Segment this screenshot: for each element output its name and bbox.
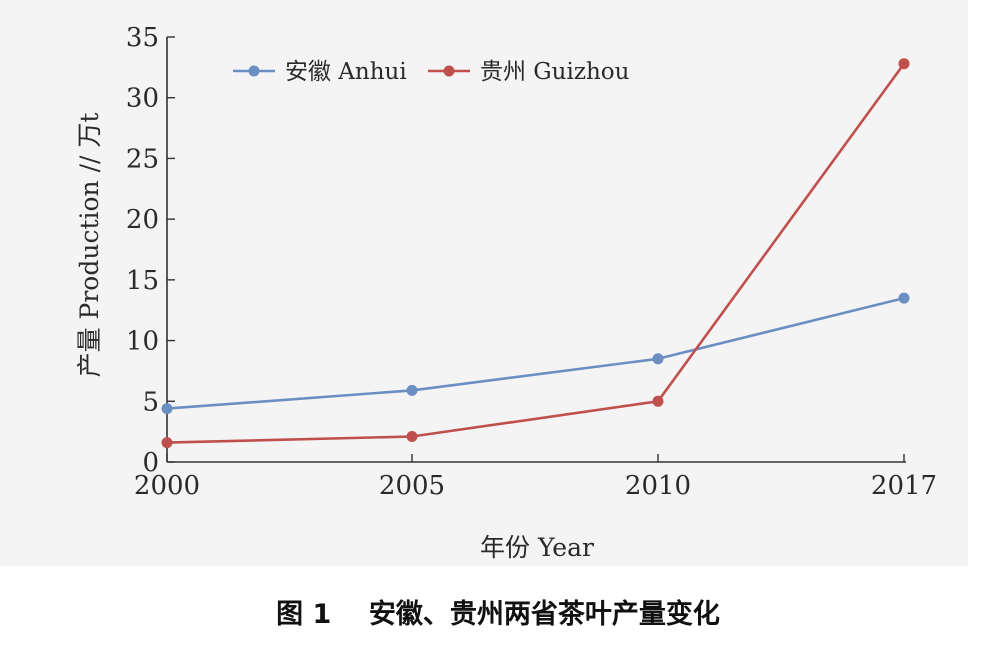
legend-label-guizhou: 贵州 Guizhou: [480, 59, 629, 85]
plot-panel: [0, 0, 968, 566]
x-tick-label: 2017: [871, 471, 937, 501]
y-tick-label: 30: [126, 84, 159, 114]
y-tick-label: 5: [142, 387, 159, 417]
series-anhui: [161, 292, 910, 415]
data-point-guizhou: [161, 437, 173, 449]
y-tick-label: 10: [126, 327, 159, 357]
legend-marker-guizhou: [443, 65, 455, 77]
legend-marker-anhui: [248, 65, 260, 77]
y-tick-label: 35: [126, 23, 159, 53]
line-chart: 0 5 10 15 20 25 30 35 2000 2005 2010 2017 安徽 Anhui 贵…: [75, 23, 937, 562]
data-point-guizhou: [406, 431, 418, 442]
data-point-guizhou: [898, 58, 910, 70]
data-point-anhui: [652, 353, 664, 365]
x-tick-label: 2010: [625, 471, 691, 501]
ticks: 0 5 10 15 20 25 30 35 2000 2005 2010 2017: [126, 23, 937, 501]
series-line-guizhou: [166, 62, 906, 444]
legend-item-anhui: 安徽 Anhui: [233, 59, 407, 85]
y-axis-title: 产量 Production // 万t: [75, 113, 104, 378]
legend: 安徽 Anhui 贵州 Guizhou: [233, 59, 629, 85]
x-tick-label: 2005: [379, 471, 445, 501]
x-tick-label: 2000: [134, 471, 200, 501]
data-point-anhui: [898, 292, 910, 304]
figure-caption: 图 1 安徽、贵州两省茶叶产量变化: [276, 599, 720, 630]
legend-item-guizhou: 贵州 Guizhou: [428, 59, 629, 85]
y-tick-label: 20: [126, 205, 159, 235]
y-tick-label: 25: [126, 144, 159, 174]
series-line-anhui: [166, 296, 905, 410]
y-tick-label: 0: [142, 448, 159, 478]
data-point-anhui: [406, 384, 418, 396]
axes: [166, 37, 906, 463]
data-point-guizhou: [652, 395, 664, 407]
data-point-anhui: [161, 403, 173, 415]
legend-label-anhui: 安徽 Anhui: [285, 59, 407, 85]
x-axis-title: 年份 Year: [480, 533, 594, 562]
series-guizhou: [161, 58, 910, 449]
series-lines: [161, 58, 910, 449]
y-tick-label: 15: [126, 266, 159, 296]
